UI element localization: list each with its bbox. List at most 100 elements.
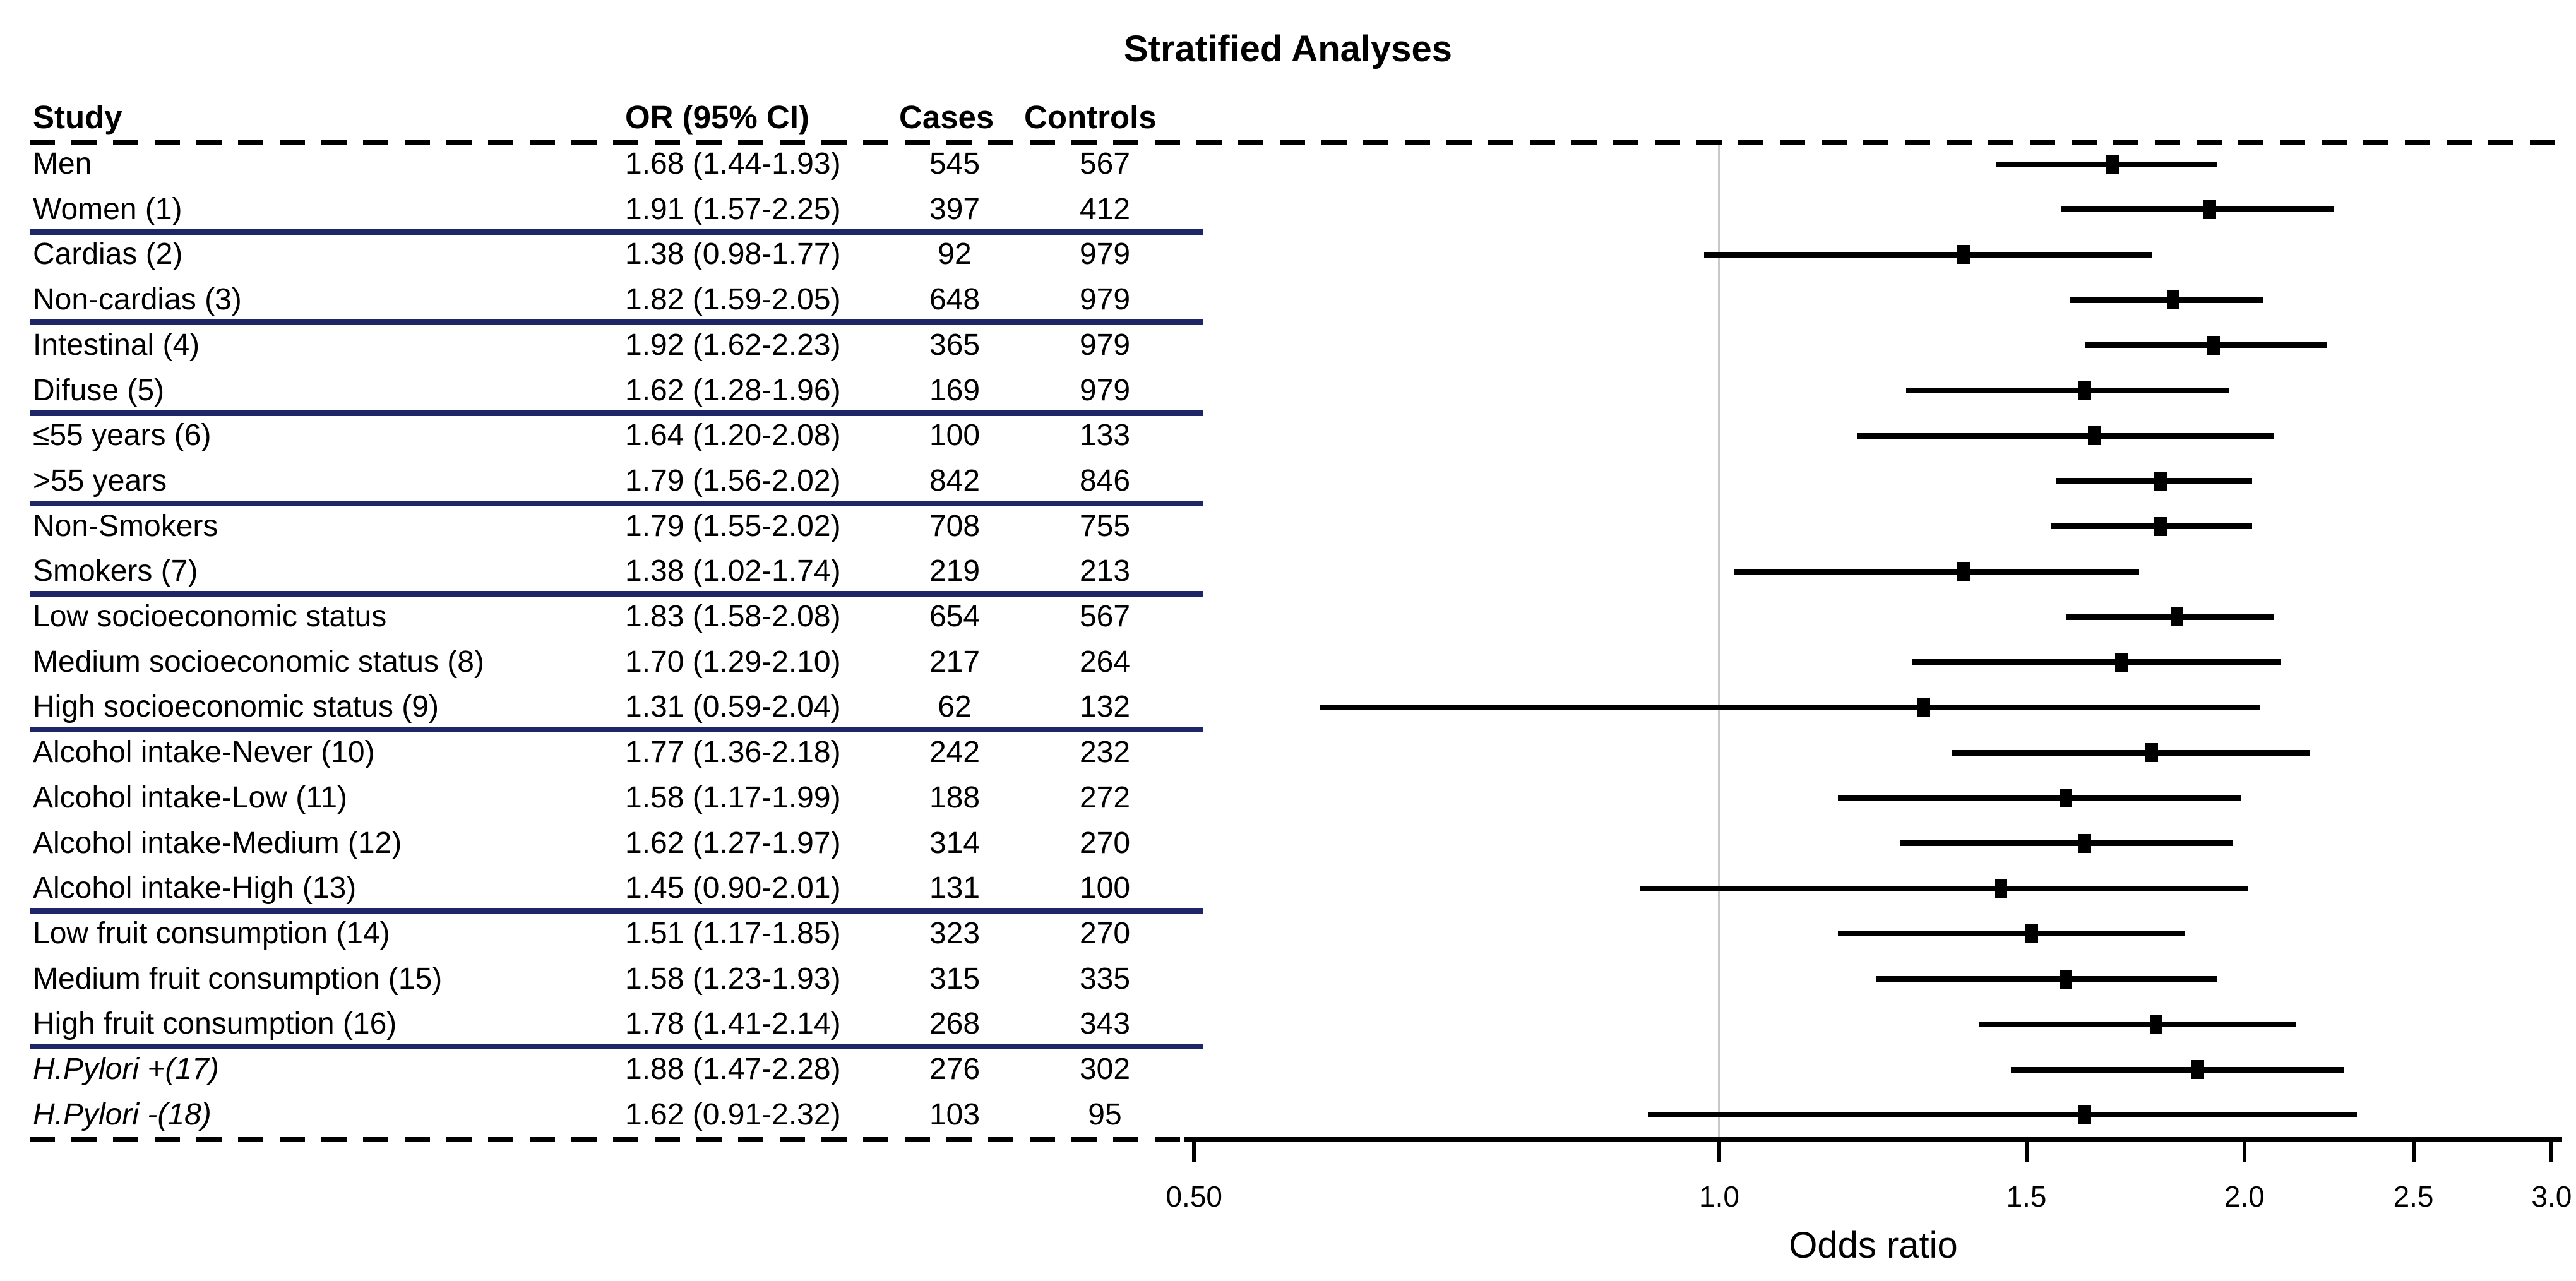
row-or-ci: 1.70 (1.29-2.10) (625, 645, 841, 679)
x-axis-tick (2411, 1137, 2416, 1162)
row-study-label: H.Pylori +(17) (33, 1052, 219, 1086)
row-cases: 842 (929, 463, 981, 498)
x-axis-tick-label: 1.5 (2006, 1180, 2047, 1213)
confidence-interval-line (1838, 931, 2186, 937)
odds-ratio-marker (2154, 516, 2167, 536)
x-axis-tick (2549, 1137, 2554, 1162)
row-cases: 103 (929, 1097, 981, 1131)
row-cases: 323 (929, 916, 981, 950)
row-study-label: Non-Smokers (33, 509, 218, 543)
x-axis-tick (1717, 1137, 1721, 1162)
column-header-or-ci: OR (95% CI) (625, 99, 809, 135)
x-axis-line (1184, 1137, 2562, 1142)
row-cases: 397 (929, 192, 981, 226)
odds-ratio-marker (2025, 924, 2038, 943)
row-cases: 648 (929, 283, 981, 317)
row-controls: 979 (1079, 237, 1131, 271)
confidence-interval-line (1639, 885, 2248, 891)
odds-ratio-marker (1917, 698, 1931, 717)
x-axis-tick-label: 0.50 (1166, 1180, 1222, 1213)
row-cases: 131 (929, 871, 981, 905)
odds-ratio-marker (2059, 969, 2072, 989)
confidence-interval-line (1906, 388, 2229, 393)
confidence-interval-line (1838, 795, 2241, 801)
row-cases: 219 (929, 554, 981, 588)
row-controls: 755 (1079, 509, 1131, 543)
row-controls: 270 (1079, 826, 1131, 860)
x-axis-tick-label: 2.5 (2393, 1180, 2434, 1213)
odds-ratio-marker (1957, 562, 1970, 581)
odds-ratio-marker (2203, 200, 2216, 219)
odds-ratio-marker (2078, 1105, 2091, 1124)
row-cases: 276 (929, 1052, 981, 1086)
confidence-interval-line (1703, 251, 2152, 258)
row-cases: 62 (938, 690, 972, 724)
confidence-interval-line (1952, 749, 2310, 756)
row-study-label: High fruit consumption (16) (33, 1007, 397, 1041)
odds-ratio-marker (2191, 1060, 2204, 1079)
group-separator-line (30, 727, 1203, 733)
row-study-label: ≤55 years (6) (33, 419, 212, 453)
column-header-cases: Cases (899, 99, 994, 135)
odds-ratio-marker (2078, 381, 2091, 400)
odds-ratio-marker (2078, 833, 2091, 853)
row-cases: 268 (929, 1007, 981, 1041)
row-or-ci: 1.62 (1.27-1.97) (625, 826, 841, 860)
row-study-label: Medium socioeconomic status (8) (33, 645, 484, 679)
row-controls: 335 (1079, 962, 1131, 996)
row-cases: 242 (929, 736, 981, 770)
confidence-interval-line (2051, 523, 2252, 530)
row-or-ci: 1.58 (1.23-1.93) (625, 962, 841, 996)
confidence-interval-line (2061, 206, 2334, 213)
odds-ratio-marker (2087, 426, 2101, 446)
row-controls: 567 (1079, 600, 1131, 633)
odds-ratio-marker (2166, 290, 2179, 310)
row-controls: 567 (1079, 147, 1131, 181)
odds-ratio-marker (2059, 788, 2072, 807)
confidence-interval-line (1319, 704, 2260, 710)
group-separator-line (30, 908, 1203, 914)
odds-ratio-marker (2154, 471, 2167, 491)
row-study-label: Intestinal (4) (33, 328, 200, 362)
x-axis-tick-label: 3.0 (2531, 1180, 2572, 1213)
row-cases: 314 (929, 826, 981, 860)
confidence-interval-line (1857, 432, 2274, 439)
bottom-dashed-rule (30, 1137, 1184, 1142)
header-dashed-rule (30, 140, 2563, 145)
confidence-interval-line (2011, 1066, 2344, 1073)
row-or-ci: 1.82 (1.59-2.05) (625, 283, 841, 317)
row-study-label: Women (1) (33, 192, 182, 226)
row-or-ci: 1.91 (1.57-2.25) (625, 192, 841, 226)
row-study-label: >55 years (33, 463, 167, 498)
figure-title: Stratified Analyses (1123, 28, 1453, 69)
row-or-ci: 1.68 (1.44-1.93) (625, 147, 841, 181)
odds-ratio-marker (2149, 1015, 2162, 1034)
confidence-interval-line (1900, 840, 2233, 846)
row-or-ci: 1.62 (1.28-1.96) (625, 373, 841, 407)
x-axis-tick (2242, 1137, 2246, 1162)
row-controls: 412 (1079, 192, 1131, 226)
group-separator-line (30, 229, 1203, 235)
row-or-ci: 1.92 (1.62-2.23) (625, 328, 841, 362)
row-controls: 270 (1079, 916, 1131, 950)
row-or-ci: 1.88 (1.47-2.28) (625, 1052, 841, 1086)
row-study-label: Men (33, 147, 92, 181)
row-cases: 100 (929, 419, 981, 453)
row-controls: 302 (1079, 1052, 1131, 1086)
confidence-interval-line (1734, 568, 2139, 575)
group-separator-line (30, 591, 1203, 597)
x-axis-tick-label: 2.0 (2224, 1180, 2265, 1213)
row-controls: 95 (1088, 1097, 1122, 1131)
row-study-label: Difuse (5) (33, 373, 165, 407)
row-study-label: Alcohol intake-Medium (12) (33, 826, 402, 860)
row-cases: 92 (938, 237, 972, 271)
x-axis-title: Odds ratio (1789, 1225, 1958, 1266)
row-study-label: Alcohol intake-Never (10) (33, 736, 375, 770)
row-controls: 979 (1079, 283, 1131, 317)
row-study-label: Smokers (7) (33, 554, 198, 588)
row-cases: 217 (929, 645, 981, 679)
row-controls: 979 (1079, 328, 1131, 362)
confidence-interval-line (1647, 1112, 2357, 1118)
row-cases: 169 (929, 373, 981, 407)
